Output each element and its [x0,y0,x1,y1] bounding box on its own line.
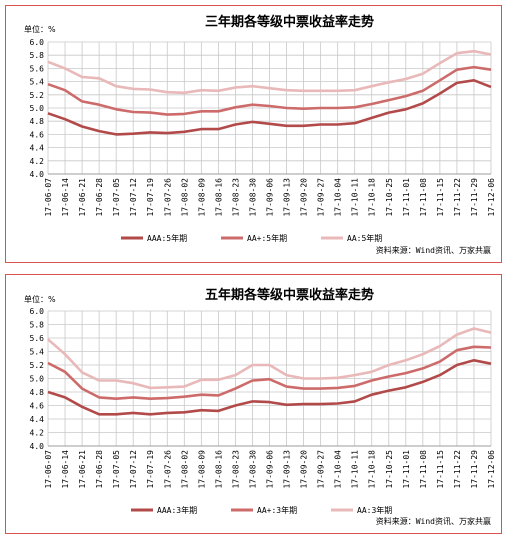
x-tick-label: 17-10-11 [351,178,360,217]
x-tick-label: 17-08-16 [214,178,223,217]
y-tick-label: 5.4 [30,348,45,357]
x-tick-label: 17-07-12 [129,178,138,217]
legend-label: AAA:5年期 [147,233,187,243]
series-line-aaplus [47,345,492,400]
x-tick-label: 17-11-22 [453,450,462,489]
x-tick-label: 17-07-05 [112,178,121,217]
y-tick-label: 4.6 [30,130,45,139]
y-tick-label: 4.8 [30,117,45,126]
x-tick-label: 17-10-18 [368,178,377,217]
y-tick-label: 4.0 [30,170,45,179]
x-tick-label: 17-11-08 [419,178,428,217]
x-tick-label: 17-10-04 [334,178,343,217]
x-tick-label: 17-08-23 [231,450,240,489]
y-tick-label: 5.0 [30,104,45,113]
chart-panel-3yr: 三年期各等级中票收益率走势单位：% 4.0 4.2 4.4 4.6 4.8 5.0 5.2 5.… [5,5,502,263]
x-tick-label: 17-07-26 [163,178,172,217]
x-tick-label: 17-06-28 [95,450,104,489]
x-tick-label: 17-11-29 [470,178,479,217]
y-tick-label: 5.4 [30,78,45,87]
y-tick-label: 4.4 [30,415,45,424]
x-tick-label: 17-11-01 [402,178,411,217]
series-line-aa [47,49,492,95]
x-tick-label: 17-09-06 [266,450,275,489]
x-tick-label: 17-08-09 [197,450,206,489]
x-tick-label: 17-06-07 [44,178,53,217]
y-tick-label: 4.0 [30,442,45,451]
series-line-aaa [47,79,492,136]
y-tick-label: 4.2 [30,429,45,438]
x-tick-label: 17-08-30 [248,450,257,489]
y-tick-label: 4.6 [30,402,45,411]
x-tick-label: 17-09-20 [300,450,309,489]
y-tick-label: 5.8 [30,51,45,60]
y-tick-label: 4.2 [30,157,45,166]
x-tick-label: 17-06-14 [61,450,70,489]
x-tick-label: 17-10-25 [385,178,394,217]
legend-label: AA:5年期 [347,233,382,243]
source-note: 资料来源：Wind资讯、万家共赢 [376,516,491,526]
unit-label: 单位：% [24,24,56,34]
source-note: 资料来源：Wind资讯、万家共赢 [376,245,491,255]
x-tick-label: 17-11-08 [419,450,428,489]
chart-svg-5yr: 五年期各等级中票收益率走势 单位：% 4.0 4.2 4.4 4.6 4.8 5.0 5.2 5.… [24,287,496,526]
x-tick-label: 17-12-06 [487,178,496,217]
chart-title: 五年期各等级中票收益率走势 [205,287,374,303]
y-tick-label: 5.6 [30,334,45,343]
unit-label: 单位：% [24,294,56,304]
x-tick-label: 17-07-12 [129,450,138,489]
x-tick-label: 17-09-20 [300,178,309,217]
x-tick-label: 17-11-15 [436,450,445,489]
x-tick-label: 17-10-25 [385,450,394,489]
x-tick-label: 17-09-13 [283,178,292,217]
y-tick-label: 5.6 [30,64,45,73]
x-tick-label: 17-10-18 [368,450,377,489]
x-tick-label: 17-06-21 [78,450,87,489]
x-tick-label: 17-11-15 [436,178,445,217]
series-line-aa [47,327,492,390]
x-tick-label: 17-08-02 [180,178,189,217]
x-tick-label: 17-08-23 [231,178,240,217]
x-tick-label: 17-10-04 [334,450,343,489]
x-tick-label: 17-09-06 [266,178,275,217]
x-tick-label: 17-12-06 [487,450,496,489]
chart-title: 三年期各等级中票收益率走势 [205,14,374,30]
x-tick-label: 17-08-09 [197,178,206,217]
series-line-aaa [47,359,492,416]
x-tick-label: 17-06-28 [95,178,104,217]
x-tick-label: 17-06-14 [61,178,70,217]
x-tick-label: 17-06-21 [78,178,87,217]
x-tick-label: 17-09-27 [317,178,326,217]
y-tick-label: 4.4 [30,144,45,153]
y-tick-label: 6.0 [30,38,45,47]
legend-label: AA+:5年期 [247,233,287,243]
x-tick-label: 17-11-01 [402,450,411,489]
x-tick-label: 17-07-19 [146,178,155,217]
x-tick-label: 17-08-16 [214,450,223,489]
x-tick-label: 17-07-26 [163,450,172,489]
series-line-aaplus [47,65,492,116]
legend-label: AAA:3年期 [157,505,197,515]
legend-label: AA+:3年期 [257,505,297,515]
chart-panel-5yr: 五年期各等级中票收益率走势 单位：% 4.0 4.2 4.4 4.6 4.8 5.0 5.2 5.… [5,274,502,534]
x-tick-label: 17-07-05 [112,450,121,489]
y-tick-label: 6.0 [30,307,45,316]
x-tick-label: 17-08-02 [180,450,189,489]
y-tick-label: 4.8 [30,388,45,397]
y-tick-label: 5.2 [30,361,45,370]
y-tick-label: 5.2 [30,91,45,100]
x-tick-label: 17-11-29 [470,450,479,489]
legend-label: AA:3年期 [357,505,392,515]
x-tick-label: 17-10-11 [351,450,360,489]
x-tick-label: 17-11-22 [453,178,462,217]
x-tick-label: 17-08-30 [248,178,257,217]
x-tick-label: 17-07-19 [146,450,155,489]
x-tick-label: 17-09-27 [317,450,326,489]
y-tick-label: 5.0 [30,375,45,384]
y-tick-label: 5.8 [30,321,45,330]
x-tick-label: 17-06-07 [44,450,53,489]
x-tick-label: 17-09-13 [283,450,292,489]
